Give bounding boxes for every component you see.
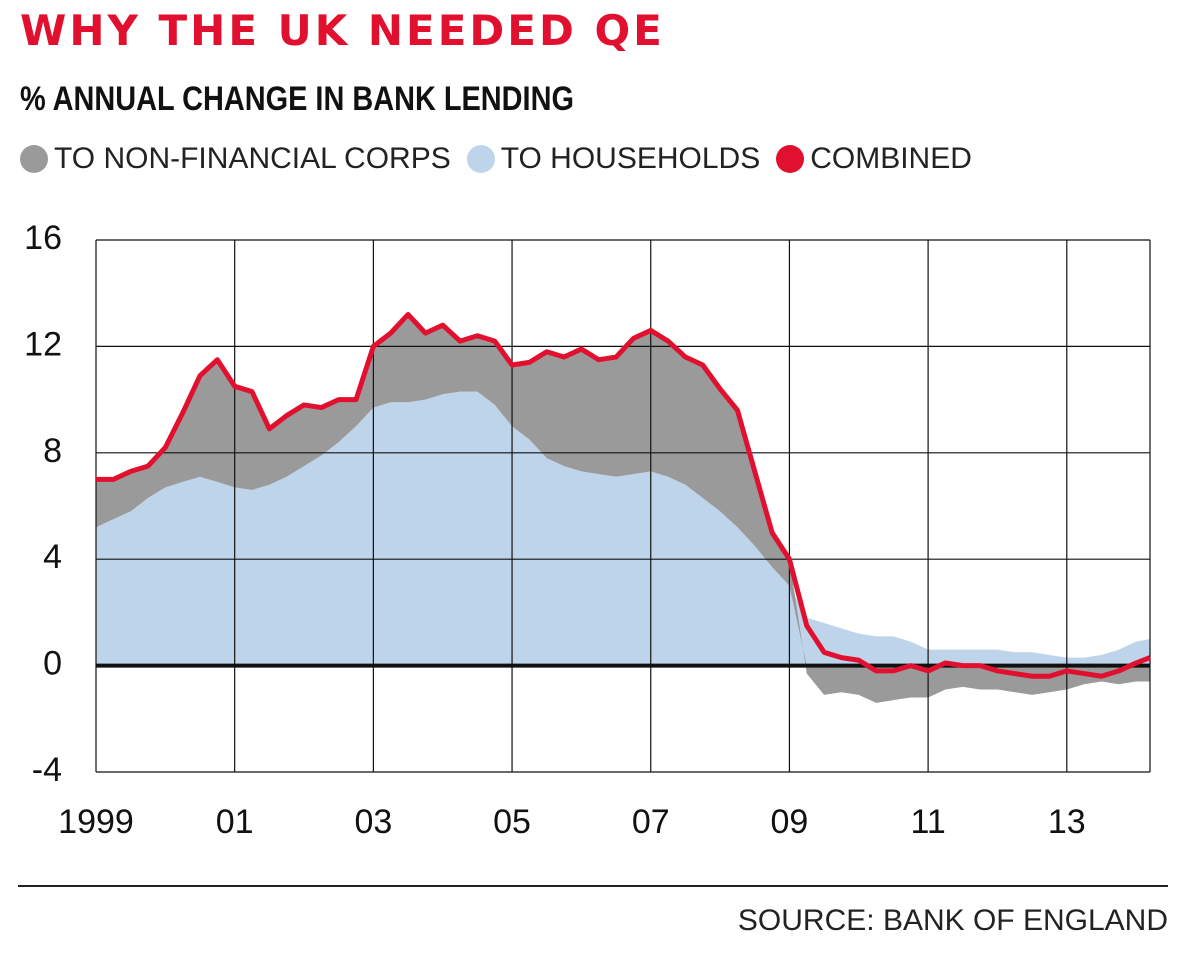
y-tick-label: 4 — [43, 538, 62, 576]
legend-marker — [776, 145, 805, 173]
legend-marker — [20, 145, 48, 173]
y-tick-label: -4 — [32, 751, 62, 789]
chart-subtitle: % ANNUAL CHANGE IN BANK LENDING — [20, 80, 574, 118]
legend-label: COMBINED — [810, 142, 972, 175]
y-tick-label: 12 — [24, 325, 62, 363]
y-tick-label: 16 — [24, 219, 62, 257]
divider — [18, 885, 1168, 887]
chart-title: WHY THE UK NEEDED QE — [20, 6, 665, 55]
legend: TO NON-FINANCIAL CORPS TO HOUSEHOLDS COMBI… — [20, 142, 972, 176]
x-tick-label: 09 — [771, 803, 809, 841]
x-tick-label: 03 — [354, 803, 392, 841]
x-tick-label: 01 — [216, 803, 254, 841]
chart: -4 0 4 8 12 16 1999 01 03 05 07 09 11 13 — [24, 219, 1151, 841]
legend-label: TO NON-FINANCIAL CORPS — [54, 142, 451, 175]
combined-line — [96, 311, 1151, 679]
legend-label: TO HOUSEHOLDS — [500, 142, 761, 175]
legend-item: TO NON-FINANCIAL CORPS — [20, 142, 451, 176]
x-tick-label: 13 — [1048, 803, 1086, 841]
x-tick-label: 1999 — [58, 803, 134, 841]
y-tick-label: 0 — [43, 645, 62, 683]
corps-area — [96, 314, 1150, 703]
x-tick-label: 11 — [910, 803, 945, 841]
legend-marker — [466, 145, 495, 173]
x-tick-label: 05 — [493, 803, 531, 841]
legend-item: TO HOUSEHOLDS — [466, 142, 761, 176]
source: SOURCE: BANK OF ENGLAND — [737, 904, 1168, 937]
legend-item: COMBINED — [776, 142, 972, 176]
households-area — [96, 391, 1150, 666]
y-tick-label: 8 — [43, 432, 62, 470]
x-tick-label: 07 — [632, 803, 670, 841]
